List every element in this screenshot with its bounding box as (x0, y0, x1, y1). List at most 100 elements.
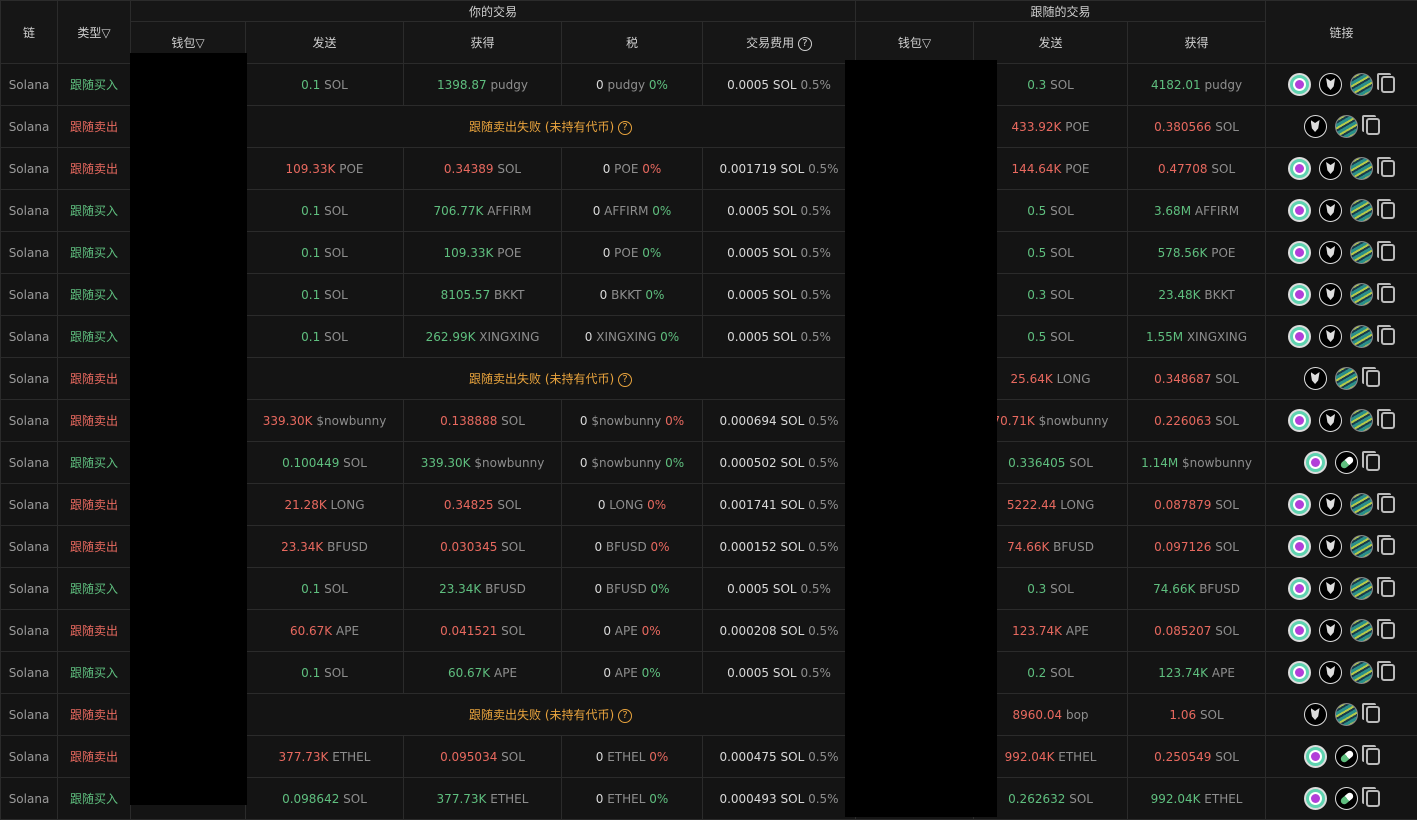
copy-icon[interactable] (1381, 202, 1395, 219)
eagle-explorer-icon[interactable] (1319, 199, 1342, 222)
copy-icon[interactable] (1381, 538, 1395, 555)
help-icon[interactable]: ? (618, 373, 632, 387)
copy-icon[interactable] (1366, 454, 1380, 471)
copy-icon[interactable] (1381, 664, 1395, 681)
help-icon[interactable]: ? (618, 709, 632, 723)
help-icon[interactable]: ? (798, 37, 812, 51)
amount: 144.64K (1012, 162, 1062, 176)
amount: 0.097126 (1154, 540, 1211, 554)
chart-link-icon[interactable] (1350, 199, 1373, 222)
eagle-explorer-icon[interactable] (1319, 73, 1342, 96)
tax-percent: 0% (651, 540, 670, 554)
unit: LONG (1057, 372, 1091, 386)
eagle-explorer-icon[interactable] (1319, 535, 1342, 558)
copy-icon[interactable] (1381, 496, 1395, 513)
eagle-explorer-icon[interactable] (1304, 703, 1327, 726)
copy-icon[interactable] (1381, 622, 1395, 639)
funnel-icon[interactable]: ▽ (922, 36, 931, 50)
chart-link-icon[interactable] (1335, 367, 1358, 390)
cell-send: 0.1 SOL (246, 652, 404, 694)
chart-link-icon[interactable] (1335, 703, 1358, 726)
eagle-explorer-icon[interactable] (1319, 577, 1342, 600)
amount: 0.1 (301, 78, 320, 92)
quick-trade-icon[interactable] (1288, 493, 1311, 516)
chart-link-icon[interactable] (1350, 73, 1373, 96)
eagle-explorer-icon[interactable] (1319, 619, 1342, 642)
unit: BFUSD (485, 582, 526, 596)
quick-trade-icon[interactable] (1288, 157, 1311, 180)
eagle-explorer-icon[interactable] (1319, 409, 1342, 432)
chart-link-icon[interactable] (1350, 157, 1373, 180)
copy-icon[interactable] (1381, 244, 1395, 261)
pill-link-icon[interactable] (1335, 451, 1358, 474)
eagle-explorer-icon[interactable] (1319, 283, 1342, 306)
chart-link-icon[interactable] (1350, 325, 1373, 348)
tax-unit: BFUSD (606, 582, 647, 596)
copy-icon[interactable] (1366, 118, 1380, 135)
copy-icon[interactable] (1381, 412, 1395, 429)
funnel-icon[interactable]: ▽ (195, 36, 204, 50)
chart-link-icon[interactable] (1350, 493, 1373, 516)
copy-icon[interactable] (1381, 160, 1395, 177)
cell-links (1266, 526, 1417, 568)
cell-get: 8105.57 BKKT (404, 274, 562, 316)
copy-icon[interactable] (1366, 706, 1380, 723)
unit: SOL (1215, 414, 1239, 428)
cell-tax: 0 BKKT 0% (562, 274, 703, 316)
quick-trade-icon[interactable] (1288, 619, 1311, 642)
eagle-explorer-icon[interactable] (1319, 661, 1342, 684)
chart-link-icon[interactable] (1350, 241, 1373, 264)
copy-icon[interactable] (1381, 286, 1395, 303)
quick-trade-icon[interactable] (1288, 577, 1311, 600)
funnel-icon[interactable]: ▽ (101, 26, 110, 40)
chart-link-icon[interactable] (1350, 661, 1373, 684)
cell-links (1266, 652, 1417, 694)
chart-link-icon[interactable] (1350, 409, 1373, 432)
quick-trade-icon[interactable] (1304, 745, 1327, 768)
help-icon[interactable]: ? (618, 121, 632, 135)
eagle-explorer-icon[interactable] (1319, 241, 1342, 264)
eagle-explorer-icon[interactable] (1319, 493, 1342, 516)
quick-trade-icon[interactable] (1304, 451, 1327, 474)
unit: AFFIRM (487, 204, 531, 218)
col-type[interactable]: 类型▽ (58, 1, 131, 64)
copy-icon[interactable] (1366, 370, 1380, 387)
tax-unit: APE (615, 666, 638, 680)
chart-link-icon[interactable] (1350, 619, 1373, 642)
quick-trade-icon[interactable] (1288, 241, 1311, 264)
quick-trade-icon[interactable] (1288, 325, 1311, 348)
chart-link-icon[interactable] (1350, 535, 1373, 558)
copy-icon[interactable] (1366, 748, 1380, 765)
chart-link-icon[interactable] (1350, 283, 1373, 306)
quick-trade-icon[interactable] (1288, 199, 1311, 222)
copy-icon[interactable] (1381, 76, 1395, 93)
unit: POE (497, 246, 521, 260)
copy-icon[interactable] (1366, 790, 1380, 807)
eagle-explorer-icon[interactable] (1319, 325, 1342, 348)
amount: 0.098642 (282, 792, 339, 806)
chart-link-icon[interactable] (1335, 115, 1358, 138)
unit: SOL (1050, 246, 1074, 260)
eagle-explorer-icon[interactable] (1319, 157, 1342, 180)
amount: 0.34389 (444, 162, 494, 176)
quick-trade-icon[interactable] (1288, 73, 1311, 96)
unit: SOL (501, 624, 525, 638)
cell-get: 0.34389 SOL (404, 148, 562, 190)
failed-message: 跟随卖出失败 (未持有代币) ? (246, 694, 856, 736)
cell-links (1266, 778, 1417, 820)
eagle-explorer-icon[interactable] (1304, 367, 1327, 390)
unit: APE (336, 624, 359, 638)
quick-trade-icon[interactable] (1288, 661, 1311, 684)
cell-chain: Solana (1, 610, 58, 652)
quick-trade-icon[interactable] (1288, 283, 1311, 306)
quick-trade-icon[interactable] (1304, 787, 1327, 810)
eagle-explorer-icon[interactable] (1304, 115, 1327, 138)
pill-link-icon[interactable] (1335, 745, 1358, 768)
chart-link-icon[interactable] (1350, 577, 1373, 600)
copy-icon[interactable] (1381, 328, 1395, 345)
quick-trade-icon[interactable] (1288, 535, 1311, 558)
copy-icon[interactable] (1381, 580, 1395, 597)
pill-link-icon[interactable] (1335, 787, 1358, 810)
col-followed-wallet[interactable]: 钱包▽ (856, 22, 974, 64)
quick-trade-icon[interactable] (1288, 409, 1311, 432)
